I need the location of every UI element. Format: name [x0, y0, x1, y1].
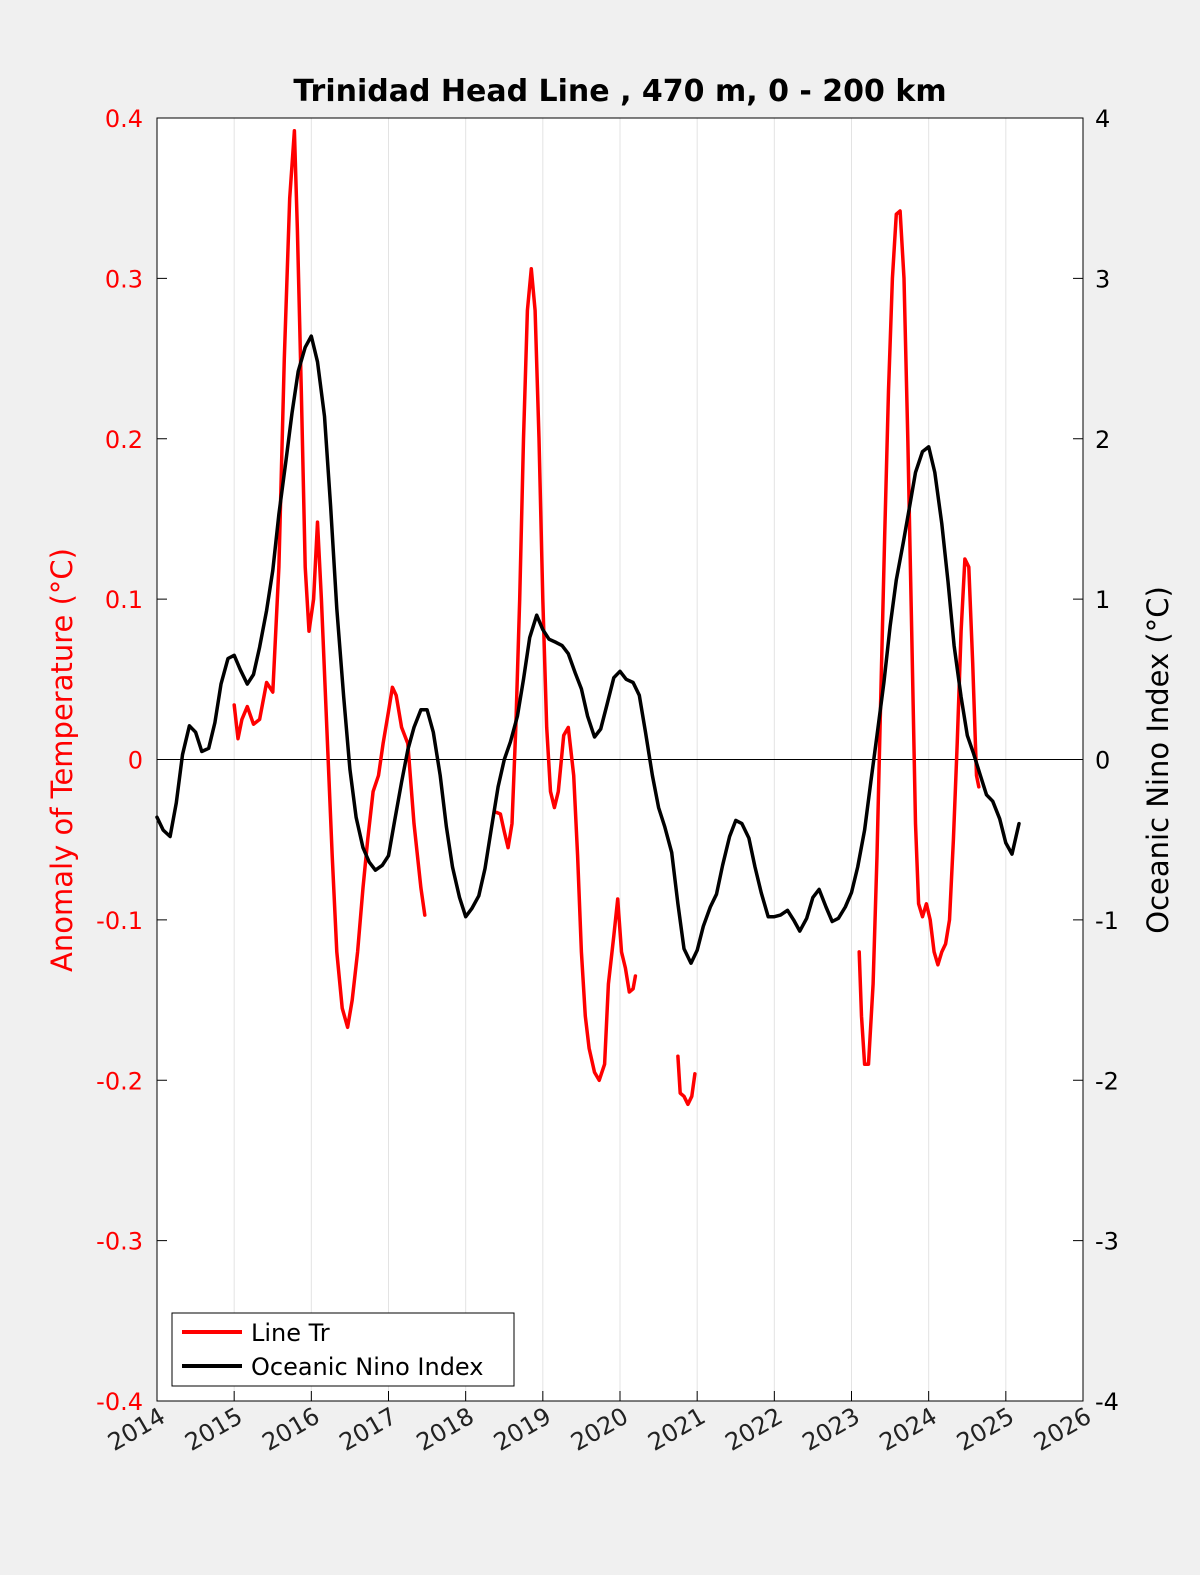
- x-tick-label: 2024: [875, 1402, 942, 1457]
- series-layer: [155, 129, 1021, 1107]
- left-tick-label: 0.2: [105, 426, 143, 454]
- line-tr-series-segment: [857, 209, 981, 1066]
- oceanic-nino-index-series-segment: [155, 334, 1021, 965]
- right-tick-label: -3: [1095, 1228, 1119, 1256]
- x-tick-label: 2022: [720, 1402, 787, 1457]
- line-tr-series-segment: [676, 1054, 697, 1107]
- left-axis-label: Anomaly of Temperature (°C): [45, 548, 79, 972]
- left-tick-label: -0.2: [96, 1067, 143, 1095]
- right-tick-label: 4: [1095, 105, 1110, 133]
- right-tick-label: -4: [1095, 1388, 1119, 1416]
- left-tick-label: -0.4: [96, 1388, 143, 1416]
- legend-label-oni: Oceanic Nino Index: [251, 1353, 483, 1381]
- right-tick-label: 2: [1095, 426, 1110, 454]
- left-axis: 0.4 0.3 0.2 0.1 0 -0.1 -0.2 -0.3 -0.4: [96, 105, 167, 1416]
- x-tick-label: 2026: [1029, 1402, 1096, 1457]
- x-tick-label: 2017: [335, 1402, 402, 1457]
- right-tick-label: 0: [1095, 747, 1110, 775]
- x-tick-label: 2023: [798, 1402, 865, 1457]
- x-tick-label: 2015: [180, 1402, 247, 1457]
- x-tick-label: 2020: [566, 1402, 633, 1457]
- left-tick-label: 0.1: [105, 586, 143, 614]
- right-tick-label: 3: [1095, 265, 1110, 293]
- line-tr-series-segment: [494, 267, 638, 1083]
- legend-box: [171, 1312, 515, 1387]
- left-tick-label: -0.3: [96, 1228, 143, 1256]
- x-tick-label: 2021: [643, 1402, 710, 1457]
- right-axis-label: Oceanic Nino Index (°C): [1141, 586, 1175, 934]
- x-tick-label: 2016: [257, 1402, 324, 1457]
- left-tick-label: 0.3: [105, 265, 143, 293]
- right-tick-label: -1: [1095, 907, 1119, 935]
- legend-label-line-tr: Line Tr: [251, 1319, 330, 1347]
- right-tick-label: 1: [1095, 586, 1110, 614]
- left-tick-label: -0.1: [96, 907, 143, 935]
- x-tick-label: 2019: [489, 1402, 556, 1457]
- x-tick-label: 2018: [412, 1402, 479, 1457]
- right-axis: 4 3 2 1 0 -1 -2 -3 -4: [1073, 105, 1119, 1416]
- left-tick-label: 0.4: [105, 105, 143, 133]
- right-tick-label: -2: [1095, 1067, 1119, 1095]
- legend: Line Tr Oceanic Nino Index: [171, 1312, 515, 1387]
- left-tick-label: 0: [128, 747, 143, 775]
- line-tr-series-segment: [232, 129, 427, 1030]
- chart-title: Trinidad Head Line , 470 m, 0 - 200 km: [293, 74, 946, 109]
- x-tick-label: 2025: [952, 1402, 1019, 1457]
